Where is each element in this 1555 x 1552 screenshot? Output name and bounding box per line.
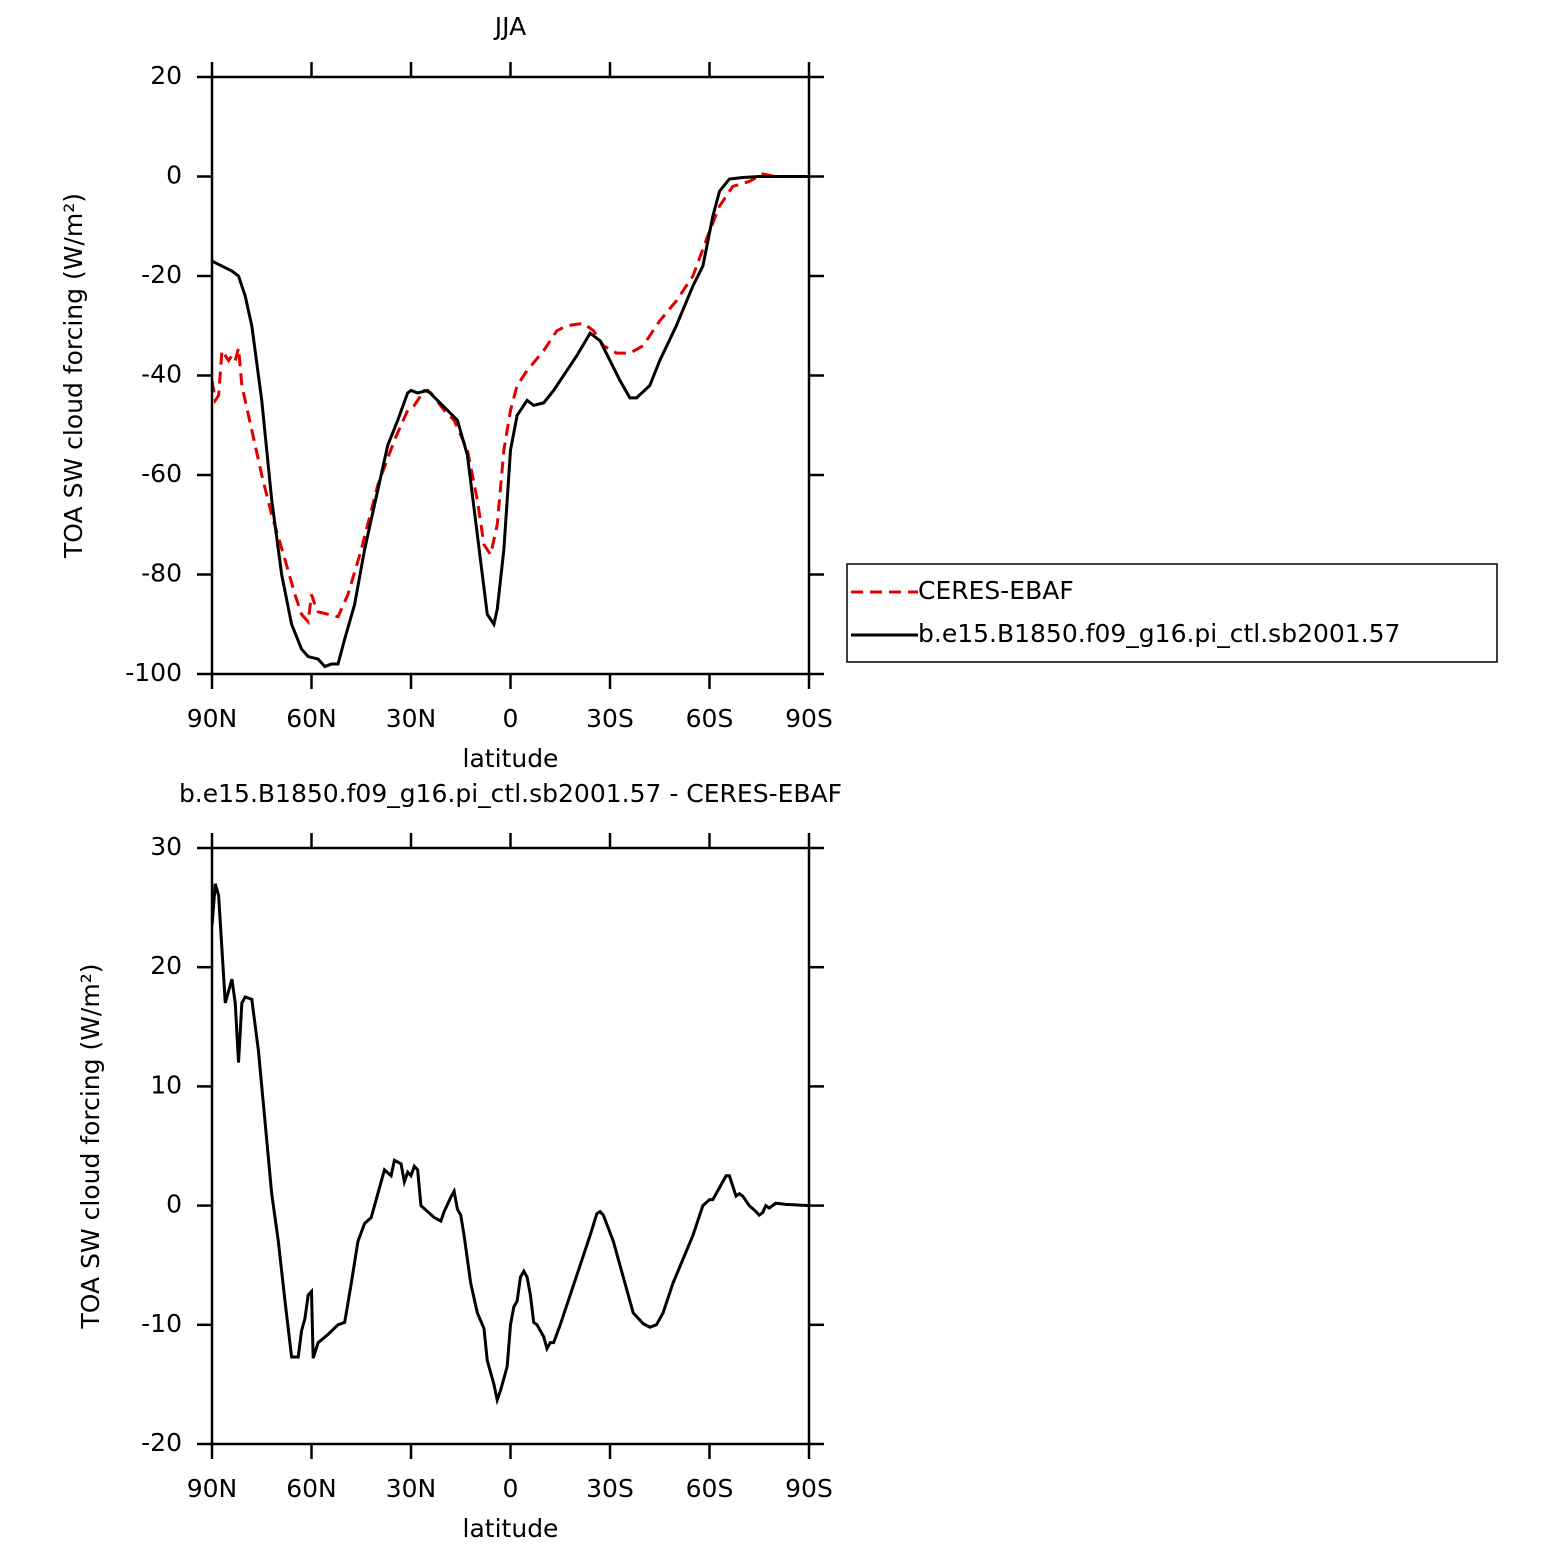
y-axis-label: TOA SW cloud forcing (W/m²) <box>76 964 105 1330</box>
y-tick-label: 0 <box>166 161 182 190</box>
y-tick-label: -60 <box>141 459 182 488</box>
data-line <box>212 175 809 669</box>
y-tick-label: -100 <box>125 658 182 687</box>
y-tick-label: 0 <box>166 1190 182 1219</box>
x-tick-label: 90S <box>785 704 833 733</box>
axes-frame <box>210 75 811 676</box>
chart-title: JJA <box>493 12 526 41</box>
x-tick-label: 60S <box>686 1474 734 1503</box>
plot-area <box>212 172 809 669</box>
legend: CERES-EBAF b.e15.B1850.f09_g16.pi_ctl.sb2… <box>846 563 1498 663</box>
legend-label: CERES-EBAF <box>918 576 1074 605</box>
legend-box <box>846 563 1498 663</box>
panel: JJA latitude TOA SW cloud forcing (W/m²) -1… <box>59 12 1498 773</box>
y-tick-label: 20 <box>150 951 182 980</box>
legend-label: b.e15.B1850.f09_g16.pi_ctl.sb2001.57 <box>918 619 1400 648</box>
x-tick-label: 30S <box>586 704 634 733</box>
y-tick-label: 10 <box>150 1070 182 1099</box>
y-tick-label: 30 <box>150 832 182 861</box>
data-line <box>212 883 809 1406</box>
chart-title: b.e15.B1850.f09_g16.pi_ctl.sb2001.57 - C… <box>179 779 842 808</box>
y-tick-label: -20 <box>141 260 182 289</box>
x-tick-label: 30N <box>386 1474 437 1503</box>
x-axis-label: latitude <box>463 744 559 773</box>
x-tick-label: 60S <box>686 704 734 733</box>
x-tick-label: 0 <box>503 704 519 733</box>
x-axis-label: latitude <box>463 1514 559 1543</box>
y-tick-label: -10 <box>141 1309 182 1338</box>
x-tick-label: 60N <box>286 704 337 733</box>
x-tick-label: 0 <box>503 1474 519 1503</box>
x-tick-label: 90S <box>785 1474 833 1503</box>
x-tick-label: 30N <box>386 704 437 733</box>
x-tick-label: 90N <box>187 704 238 733</box>
plot-area <box>212 883 809 1406</box>
axes-frame <box>210 846 811 1446</box>
x-tick-label: 90N <box>187 1474 238 1503</box>
y-tick-label: 20 <box>150 61 182 90</box>
y-tick-label: -80 <box>141 559 182 588</box>
y-axis-label: TOA SW cloud forcing (W/m²) <box>59 193 88 559</box>
data-line <box>212 172 809 626</box>
y-tick-label: -20 <box>141 1428 182 1457</box>
x-tick-label: 30S <box>586 1474 634 1503</box>
x-tick-label: 60N <box>286 1474 337 1503</box>
y-tick-label: -40 <box>141 360 182 389</box>
panel: b.e15.B1850.f09_g16.pi_ctl.sb2001.57 - C… <box>76 779 842 1543</box>
